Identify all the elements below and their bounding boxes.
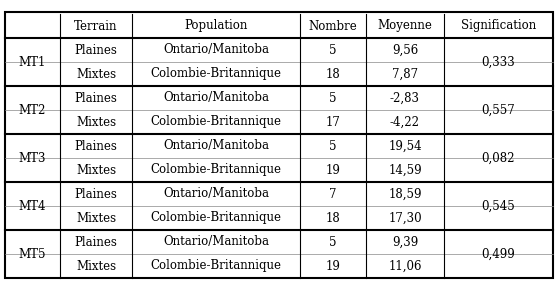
- Text: 17: 17: [325, 116, 340, 128]
- Text: Moyenne: Moyenne: [378, 19, 432, 33]
- Text: 19: 19: [325, 163, 340, 176]
- Text: Colombie-Britannique: Colombie-Britannique: [151, 163, 281, 176]
- Text: Colombie-Britannique: Colombie-Britannique: [151, 116, 281, 128]
- Text: 5: 5: [329, 235, 336, 248]
- Text: Plaines: Plaines: [75, 44, 117, 56]
- Text: Ontario/Manitoba: Ontario/Manitoba: [163, 188, 269, 201]
- Text: Mixtes: Mixtes: [76, 68, 116, 81]
- Text: MT2: MT2: [19, 103, 46, 116]
- Text: MT5: MT5: [19, 248, 46, 260]
- Text: Mixtes: Mixtes: [76, 163, 116, 176]
- Text: 7,87: 7,87: [392, 68, 418, 81]
- Text: Colombie-Britannique: Colombie-Britannique: [151, 211, 281, 225]
- Text: 0,545: 0,545: [482, 200, 516, 213]
- Text: 9,39: 9,39: [392, 235, 418, 248]
- Text: Population: Population: [184, 19, 248, 33]
- Text: 19,54: 19,54: [388, 139, 422, 153]
- Text: 5: 5: [329, 91, 336, 104]
- Text: 11,06: 11,06: [388, 260, 422, 273]
- Text: 18: 18: [326, 211, 340, 225]
- Text: 0,499: 0,499: [482, 248, 516, 260]
- Text: Plaines: Plaines: [75, 139, 117, 153]
- Text: 18,59: 18,59: [388, 188, 422, 201]
- Text: 7: 7: [329, 188, 336, 201]
- Text: -4,22: -4,22: [390, 116, 420, 128]
- Text: Ontario/Manitoba: Ontario/Manitoba: [163, 91, 269, 104]
- Text: Ontario/Manitoba: Ontario/Manitoba: [163, 235, 269, 248]
- Text: Terrain: Terrain: [74, 19, 118, 33]
- Text: MT1: MT1: [19, 56, 46, 69]
- Text: MT3: MT3: [19, 151, 46, 165]
- Text: 18: 18: [326, 68, 340, 81]
- Text: Plaines: Plaines: [75, 235, 117, 248]
- Text: Colombie-Britannique: Colombie-Britannique: [151, 68, 281, 81]
- Text: Ontario/Manitoba: Ontario/Manitoba: [163, 44, 269, 56]
- Text: 17,30: 17,30: [388, 211, 422, 225]
- Text: Signification: Signification: [461, 19, 536, 33]
- Text: 9,56: 9,56: [392, 44, 418, 56]
- Text: 0,557: 0,557: [482, 103, 516, 116]
- Text: 5: 5: [329, 139, 336, 153]
- Text: 14,59: 14,59: [388, 163, 422, 176]
- Text: Mixtes: Mixtes: [76, 116, 116, 128]
- Text: MT4: MT4: [19, 200, 46, 213]
- Text: Mixtes: Mixtes: [76, 211, 116, 225]
- Text: Mixtes: Mixtes: [76, 260, 116, 273]
- Text: Plaines: Plaines: [75, 188, 117, 201]
- Text: 19: 19: [325, 260, 340, 273]
- Text: Colombie-Britannique: Colombie-Britannique: [151, 260, 281, 273]
- Text: Ontario/Manitoba: Ontario/Manitoba: [163, 139, 269, 153]
- Text: 0,333: 0,333: [482, 56, 516, 69]
- Text: Plaines: Plaines: [75, 91, 117, 104]
- Text: Nombre: Nombre: [309, 19, 357, 33]
- Text: 0,082: 0,082: [482, 151, 515, 165]
- Text: 5: 5: [329, 44, 336, 56]
- Text: -2,83: -2,83: [390, 91, 420, 104]
